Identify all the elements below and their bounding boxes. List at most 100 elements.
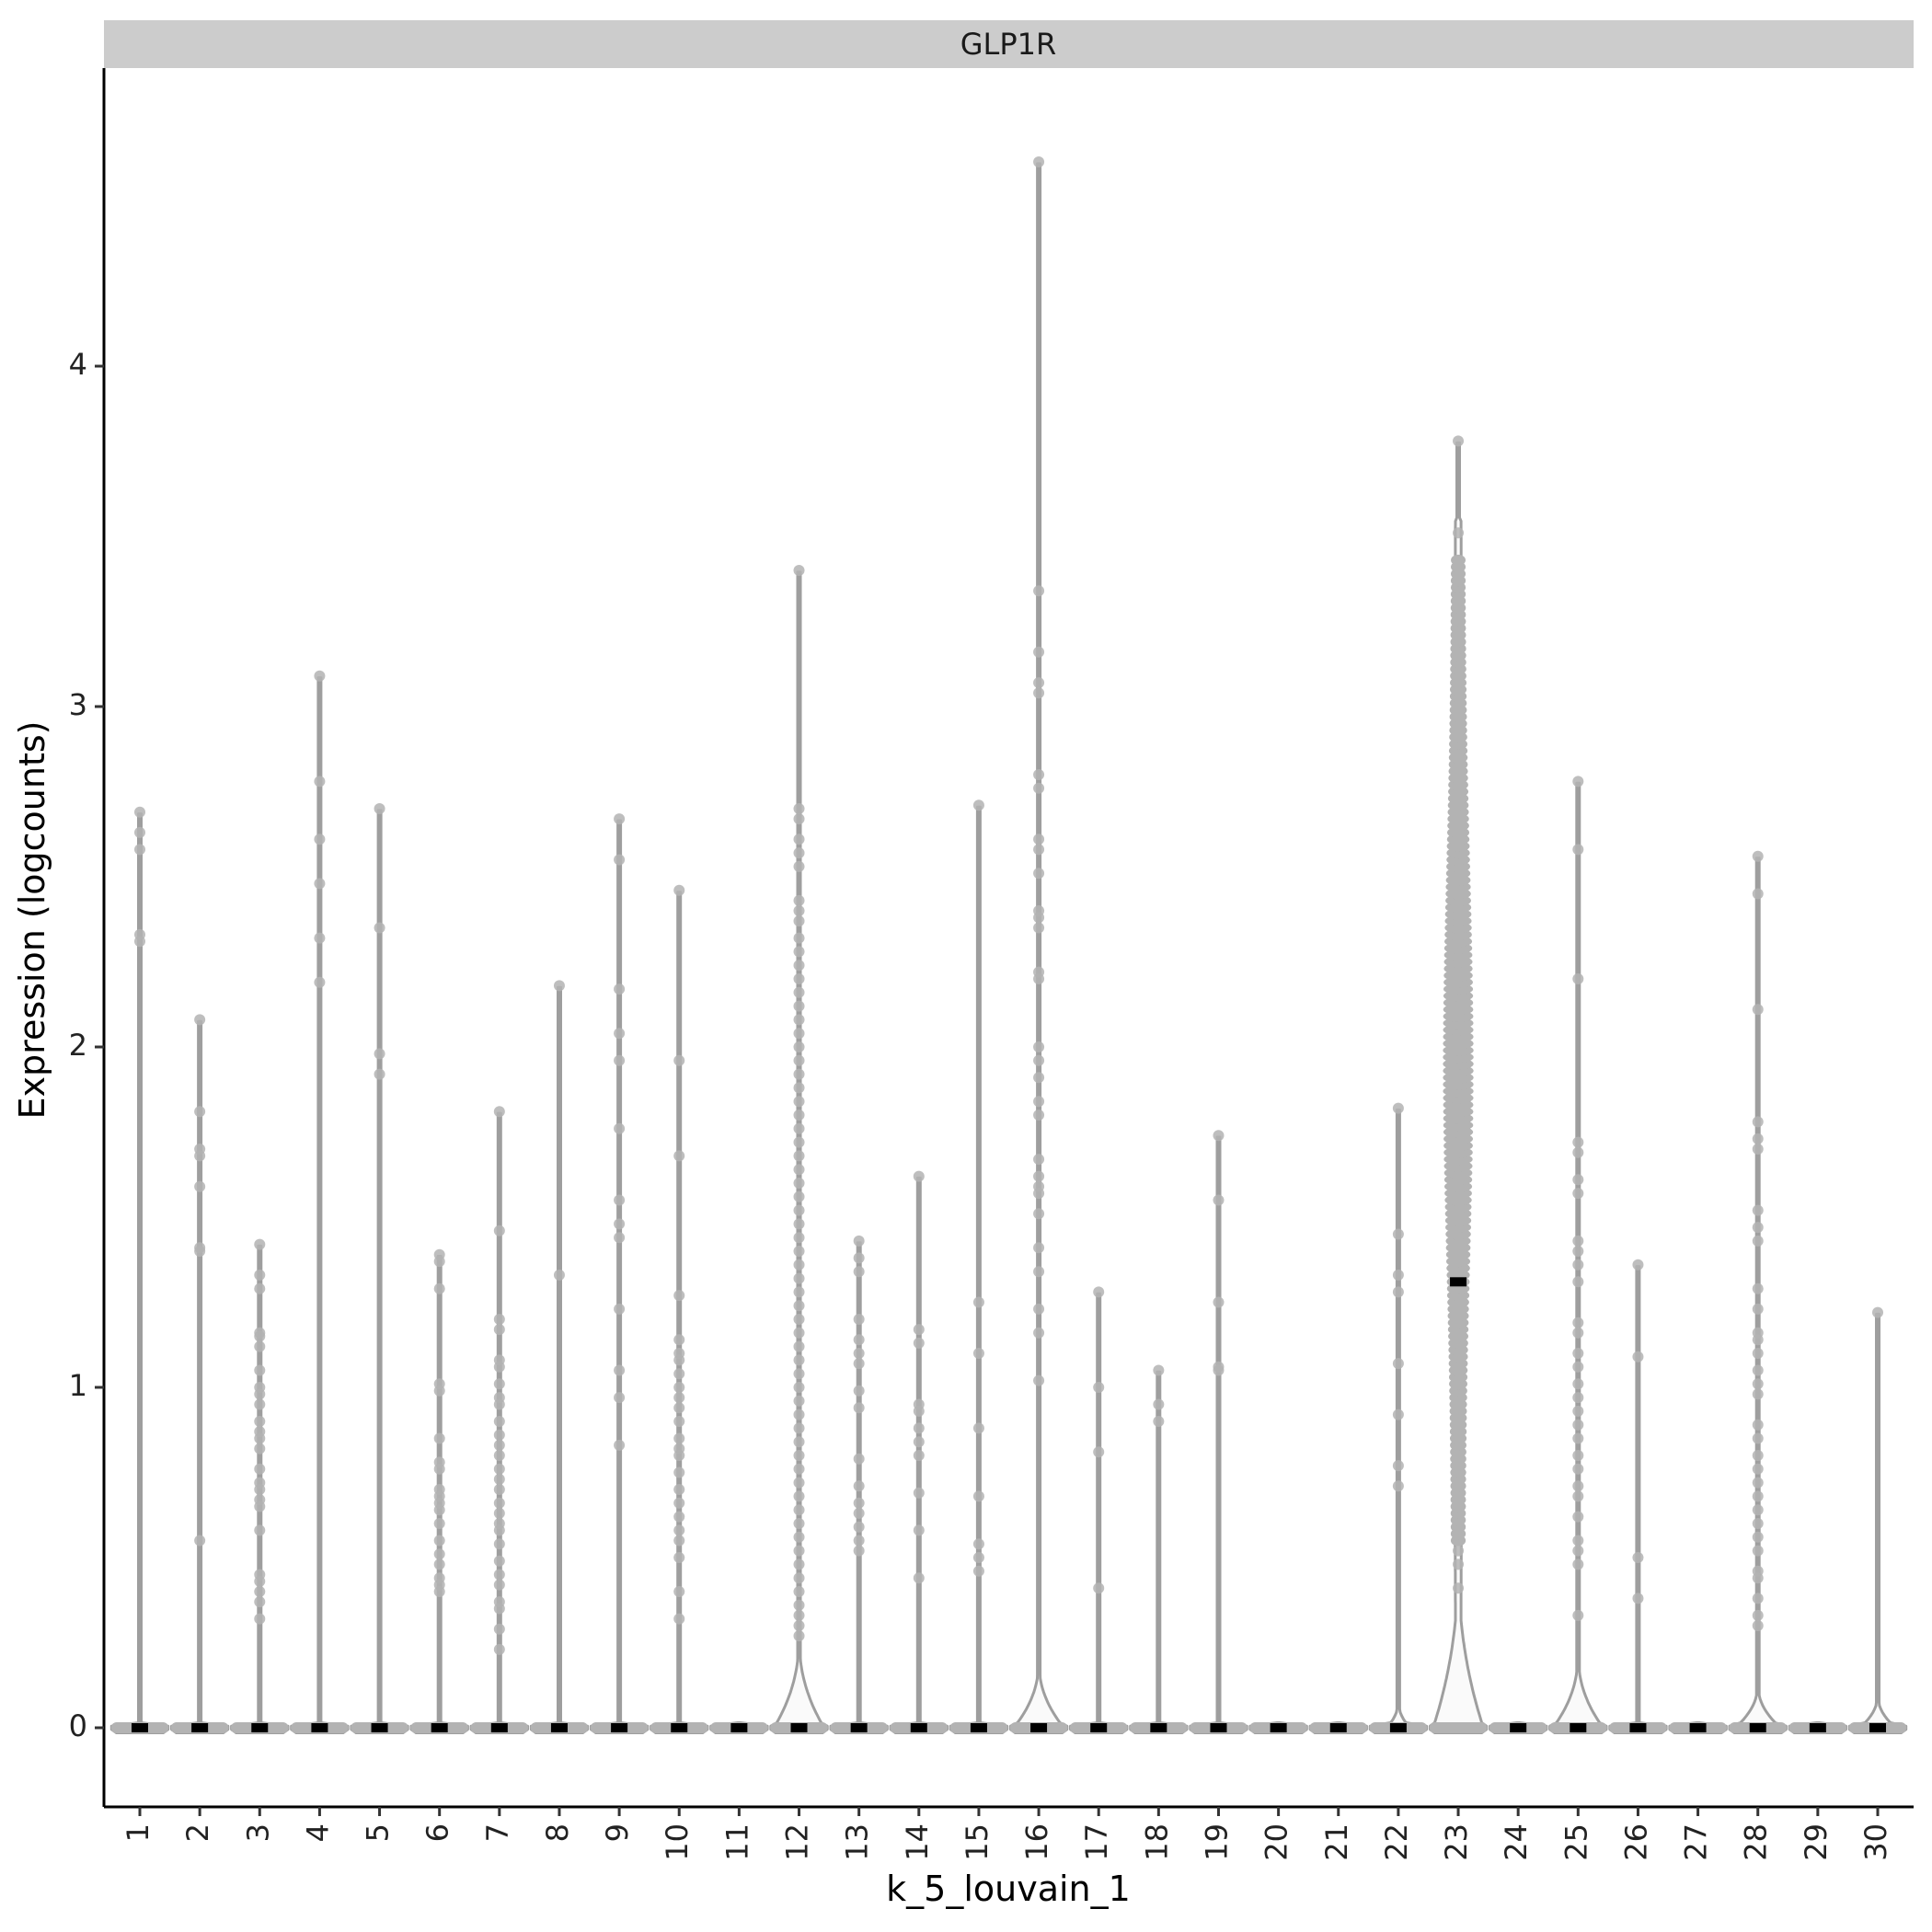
- data-point: [673, 1511, 685, 1523]
- data-point: [1572, 1276, 1584, 1288]
- data-point: [614, 1439, 626, 1451]
- violin-shape: [949, 805, 1009, 1734]
- data-point: [793, 1178, 805, 1189]
- data-point: [1033, 1188, 1045, 1200]
- x-tick-label-11: 11: [719, 1823, 754, 1861]
- data-point: [433, 1385, 445, 1397]
- data-point: [254, 1524, 266, 1536]
- data-point: [493, 1378, 505, 1390]
- x-tick-label-27: 27: [1679, 1823, 1714, 1861]
- data-point: [1572, 1235, 1584, 1247]
- data-point: [1572, 1146, 1584, 1158]
- data-point: [134, 936, 145, 948]
- data-point: [793, 1477, 805, 1489]
- data-point: [254, 1501, 266, 1512]
- data-point: [793, 1082, 805, 1094]
- data-point: [1392, 1228, 1404, 1240]
- data-point: [793, 1232, 805, 1244]
- data-point: [793, 1450, 805, 1461]
- data-point: [614, 1122, 626, 1134]
- data-point: [254, 1484, 266, 1495]
- data-point: [1752, 1504, 1764, 1516]
- data-point: [913, 1450, 925, 1461]
- data-point: [853, 1235, 865, 1247]
- violin-cluster-14: [889, 1170, 949, 1734]
- data-point: [1093, 1382, 1105, 1393]
- data-point: [1572, 1188, 1584, 1200]
- data-point: [493, 1579, 505, 1591]
- data-point: [433, 1463, 445, 1475]
- violin-cluster-19: [1189, 1130, 1248, 1734]
- data-point: [194, 1150, 206, 1162]
- data-point: [254, 1388, 266, 1400]
- median-marker: [1629, 1723, 1647, 1732]
- data-point: [493, 1450, 505, 1461]
- data-point: [493, 1429, 505, 1441]
- data-point: [1752, 1545, 1764, 1557]
- data-point: [793, 1609, 805, 1621]
- violin-cluster-23: [1428, 435, 1489, 1734]
- data-point: [1392, 1460, 1404, 1472]
- data-point: [1572, 1259, 1584, 1271]
- data-point: [1453, 527, 1465, 539]
- data-point: [793, 1586, 805, 1597]
- data-point: [1752, 1364, 1764, 1376]
- data-point: [853, 1480, 865, 1492]
- violin-cluster-4: [290, 670, 350, 1734]
- data-point: [1033, 1154, 1045, 1166]
- y-tick-label: 2: [69, 1028, 87, 1063]
- data-point: [1213, 1296, 1225, 1308]
- violin-shape: [529, 985, 590, 1734]
- data-point: [1752, 850, 1764, 862]
- data-point: [314, 834, 326, 845]
- data-point: [673, 1524, 685, 1536]
- data-point: [793, 834, 805, 845]
- data-point: [1572, 1361, 1584, 1373]
- data-point: [433, 1586, 445, 1597]
- data-point: [493, 1623, 505, 1635]
- data-point: [1093, 1286, 1105, 1298]
- data-point: [374, 1068, 385, 1080]
- x-tick-label-19: 19: [1199, 1823, 1234, 1861]
- median-marker: [1689, 1723, 1707, 1732]
- data-point: [1752, 1303, 1764, 1315]
- data-point: [1752, 1531, 1764, 1543]
- median-marker: [970, 1723, 987, 1732]
- violin-cluster-10: [650, 884, 709, 1734]
- data-point: [793, 565, 805, 576]
- data-point: [853, 1453, 865, 1465]
- data-point: [793, 1572, 805, 1584]
- data-point: [1752, 1116, 1764, 1128]
- data-point: [853, 1545, 865, 1557]
- data-point: [972, 1296, 984, 1308]
- data-point: [1033, 1110, 1045, 1121]
- data-point: [1752, 1572, 1764, 1584]
- data-point: [1392, 1480, 1404, 1492]
- median-marker: [1510, 1723, 1527, 1732]
- data-point: [493, 1314, 505, 1325]
- violin-shape: [1008, 162, 1069, 1734]
- data-point: [1752, 1388, 1764, 1400]
- data-point: [673, 884, 685, 896]
- data-point: [1572, 1450, 1584, 1461]
- data-point: [194, 1014, 206, 1026]
- median-marker: [191, 1723, 209, 1732]
- data-point: [1752, 1620, 1764, 1631]
- data-point: [194, 1106, 206, 1118]
- data-point: [493, 1324, 505, 1336]
- data-point: [314, 976, 326, 988]
- data-point: [972, 1422, 984, 1434]
- data-point: [1572, 776, 1584, 788]
- data-point: [254, 1269, 266, 1281]
- data-point: [1752, 1419, 1764, 1431]
- x-tick-label-30: 30: [1858, 1823, 1893, 1861]
- median-marker: [1090, 1723, 1108, 1732]
- data-point: [793, 1327, 805, 1339]
- x-tick-label-22: 22: [1379, 1823, 1414, 1861]
- data-point: [793, 1599, 805, 1611]
- data-point: [853, 1497, 865, 1509]
- data-point: [1572, 1378, 1584, 1390]
- data-point: [793, 1068, 805, 1080]
- data-point: [793, 1558, 805, 1570]
- data-point: [614, 1054, 626, 1066]
